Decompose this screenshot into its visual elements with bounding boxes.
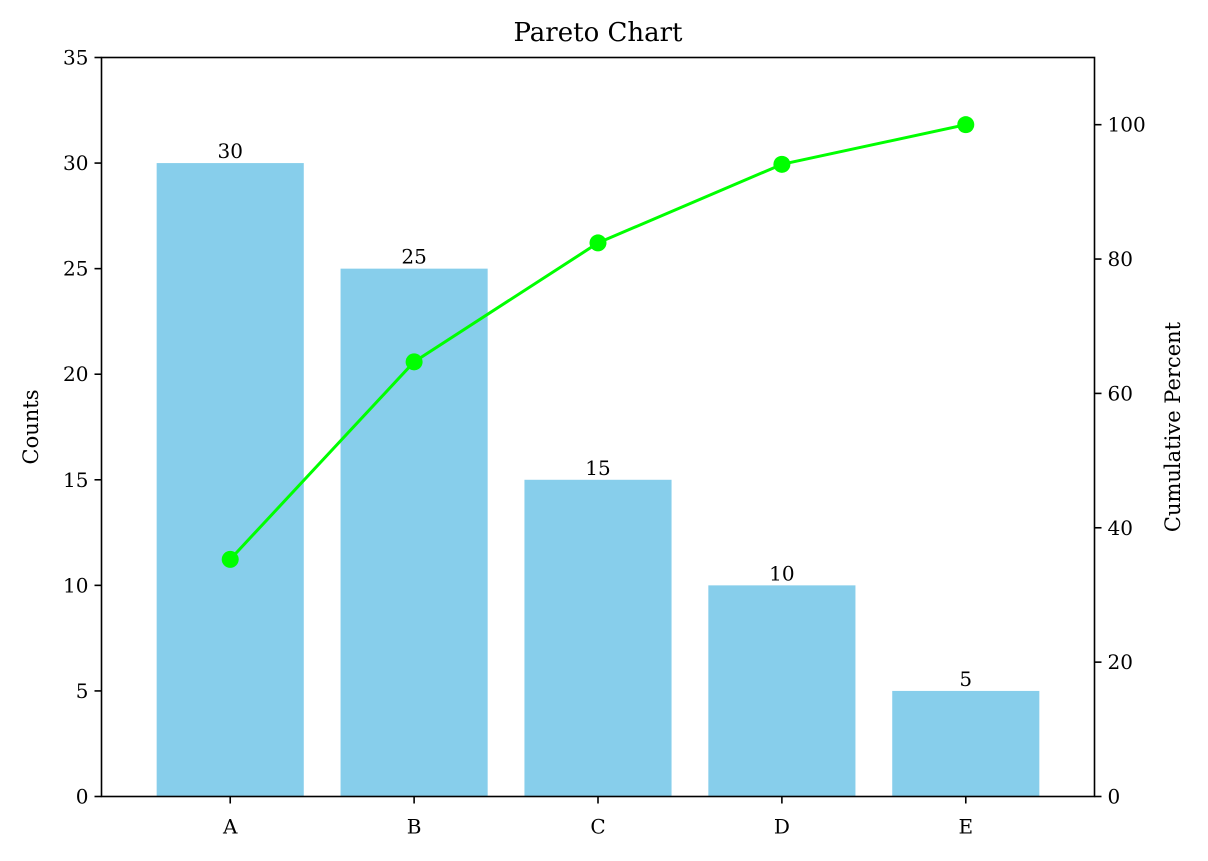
cumulative-point-B <box>405 353 423 371</box>
cumulative-point-E <box>957 116 975 134</box>
right-tick-label: 100 <box>1108 113 1146 137</box>
x-tick-label-D: D <box>774 815 790 839</box>
bar-value-label-E: 5 <box>959 667 972 691</box>
right-tick-label: 80 <box>1108 247 1133 271</box>
x-tick-label-C: C <box>590 815 605 839</box>
bar-E <box>892 690 1040 797</box>
right-tick-label: 40 <box>1108 516 1133 540</box>
bars-group <box>156 163 1040 797</box>
left-tick-label: 0 <box>76 785 89 809</box>
right-tick-label: 20 <box>1108 650 1133 674</box>
right-axis-ticks: 0 20 40 60 80 100 <box>1094 113 1146 809</box>
y-axis-label-left: Counts <box>19 390 43 465</box>
left-axis-ticks: 0 5 10 15 20 25 30 35 <box>63 46 102 809</box>
cumulative-point-A <box>221 550 239 568</box>
cumulative-line-group <box>221 116 975 568</box>
bar-labels-group: 30 25 15 10 5 <box>217 139 972 691</box>
bar-value-label-D: 10 <box>769 561 794 585</box>
cumulative-point-D <box>773 155 791 173</box>
bar-D <box>708 585 856 797</box>
left-tick-label: 15 <box>63 468 88 492</box>
bar-C <box>524 479 672 797</box>
bar-A <box>156 163 304 797</box>
bar-B <box>340 268 488 797</box>
x-axis-ticks: A B C D E <box>222 796 973 839</box>
bar-value-label-B: 25 <box>401 245 426 269</box>
x-tick-label-A: A <box>222 815 238 839</box>
right-tick-label: 0 <box>1108 785 1121 809</box>
bar-value-label-A: 30 <box>217 139 242 163</box>
chart-title: Pareto Chart <box>513 18 683 48</box>
left-tick-label: 25 <box>63 257 88 281</box>
bar-value-label-C: 15 <box>585 456 610 480</box>
cumulative-point-C <box>589 234 607 252</box>
left-tick-label: 30 <box>63 151 88 175</box>
x-tick-label-E: E <box>958 815 973 839</box>
left-tick-label: 35 <box>63 46 88 70</box>
left-tick-label: 20 <box>63 362 88 386</box>
left-tick-label: 10 <box>63 573 88 597</box>
right-tick-label: 60 <box>1108 381 1133 405</box>
left-tick-label: 5 <box>76 679 89 703</box>
y-axis-label-right: Cumulative Percent <box>1161 321 1185 532</box>
x-tick-label-B: B <box>407 815 422 839</box>
